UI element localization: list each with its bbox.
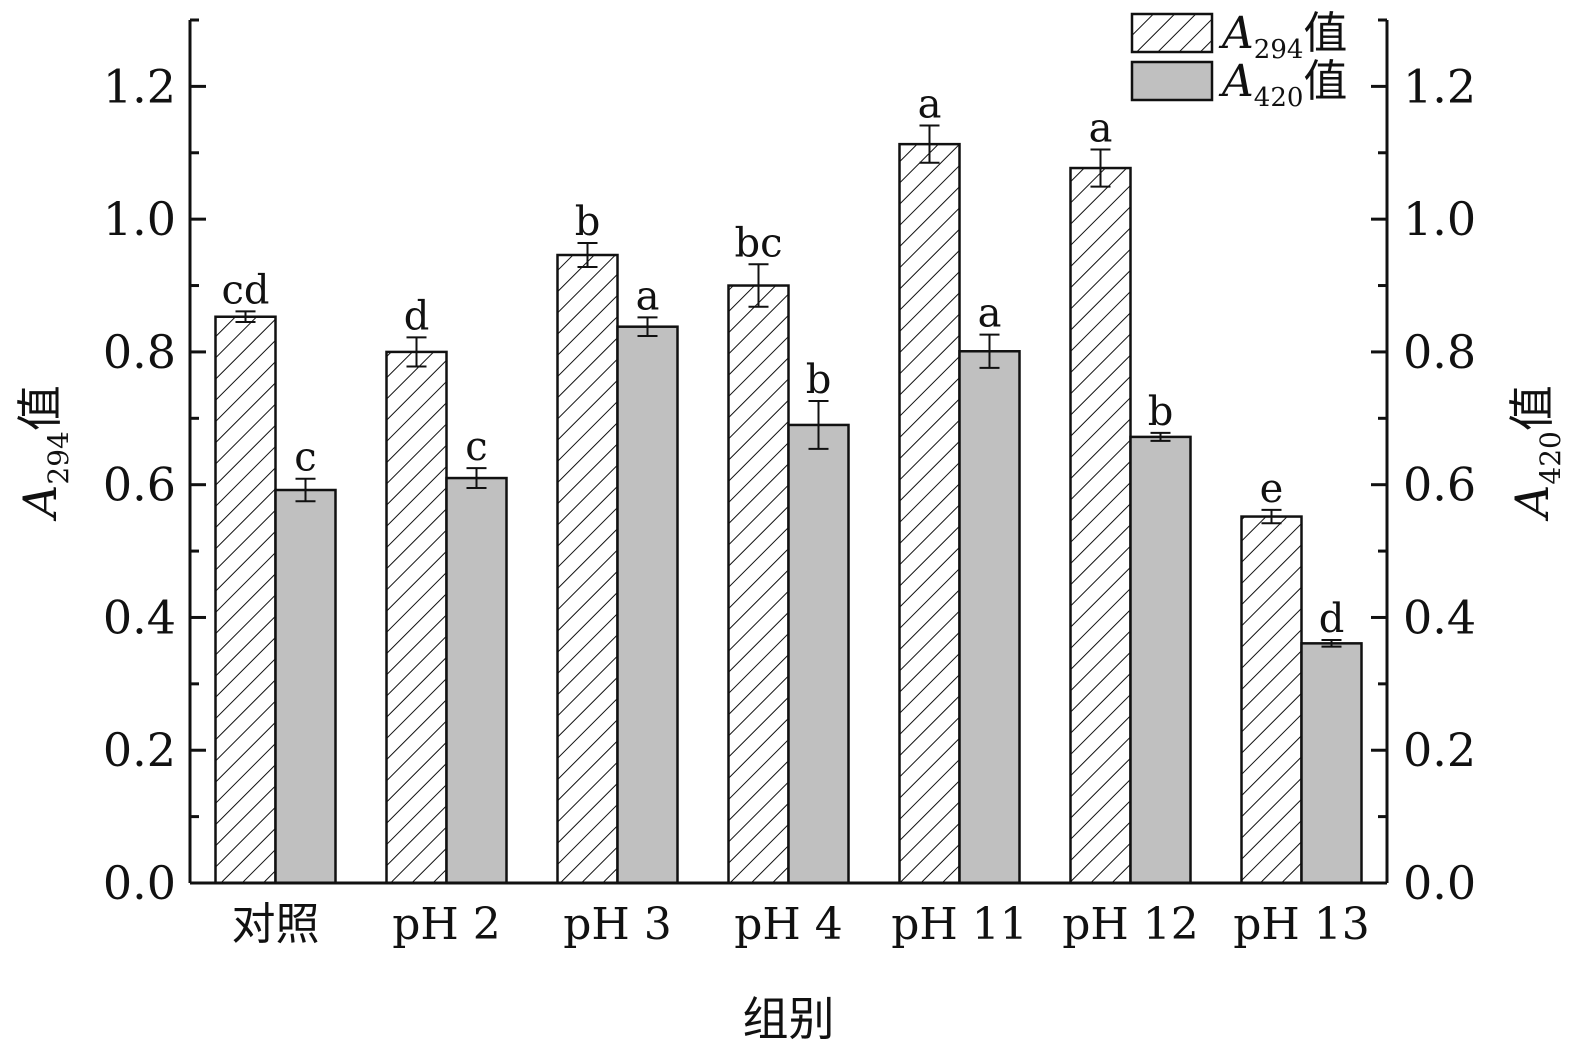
legend-label-suffix: 值 [1303, 56, 1347, 107]
bar-294-1 [385, 350, 448, 885]
legend-label-294: A294值 [1218, 8, 1347, 65]
right-tick-label: 0.4 [1403, 590, 1476, 644]
legend-label-sub: 294 [1254, 35, 1304, 65]
bar-420-3 [787, 423, 850, 885]
right-tick-label: 1.0 [1403, 192, 1476, 246]
significance-label: a [918, 82, 942, 128]
significance-label: a [636, 273, 660, 319]
bar-420-1 [445, 476, 508, 885]
significance-label: a [1089, 105, 1113, 151]
legend-label-main: A [1218, 56, 1254, 107]
bar-420-5 [1129, 435, 1192, 885]
significance-label: bc [734, 220, 782, 266]
bar-294-2 [556, 253, 619, 885]
bar-294-4 [898, 142, 961, 885]
right-axis-title-text: A420值 [1505, 385, 1567, 522]
x-tick-label: pH 13 [1233, 899, 1370, 950]
bar-420-4 [958, 350, 1021, 885]
right-tick-label: 0.0 [1403, 856, 1476, 910]
bar-420-2 [616, 325, 679, 885]
bar-420-6 [1300, 642, 1363, 885]
left-tick-label: 0.0 [103, 856, 176, 910]
significance-label: cd [221, 267, 269, 313]
legend-swatch-420 [1130, 60, 1214, 102]
significance-label: e [1260, 466, 1284, 512]
right-tick-label: 0.2 [1403, 723, 1476, 777]
bar-420-0 [274, 488, 337, 885]
left-tick-label: 0.2 [103, 723, 176, 777]
x-tick-label: pH 11 [891, 899, 1028, 950]
left-axis-title-suffix: 值 [13, 385, 67, 431]
legend-swatch-294 [1130, 12, 1214, 54]
x-tick-label: pH 12 [1062, 899, 1199, 950]
left-axis-title-text: A294值 [13, 385, 75, 522]
significance-label: a [978, 291, 1002, 337]
significance-label: c [294, 435, 316, 481]
right-axis-title-main: A [1505, 485, 1559, 522]
right-tick-label: 0.6 [1403, 458, 1476, 512]
x-tick-label: pH 4 [734, 899, 843, 950]
left-axis-title: A294值 [13, 385, 75, 522]
left-tick-label: 1.2 [103, 59, 176, 113]
significance-label: d [404, 293, 430, 339]
left-tick-label: 0.6 [103, 458, 176, 512]
left-axis-title-sub: 294 [42, 431, 75, 484]
bar-294-5 [1069, 166, 1132, 885]
bar-294-3 [727, 284, 790, 885]
significance-label: b [575, 199, 601, 245]
right-axis-title-suffix: 值 [1505, 385, 1559, 431]
x-tick-label: pH 2 [392, 899, 501, 950]
left-tick-label: 0.4 [103, 590, 176, 644]
legend-label-main: A [1218, 8, 1254, 59]
left-tick-label: 1.0 [103, 192, 176, 246]
x-tick-label: pH 3 [563, 899, 672, 950]
right-tick-label: 1.2 [1403, 59, 1476, 113]
significance-label: b [1148, 389, 1174, 435]
significance-label: d [1319, 596, 1345, 642]
legend-label-suffix: 值 [1303, 8, 1347, 59]
significance-label: b [806, 357, 832, 403]
left-tick-label: 0.8 [103, 325, 176, 379]
right-tick-label: 0.8 [1403, 325, 1476, 379]
legend-label-sub: 420 [1254, 83, 1304, 113]
x-axis-title: 组别 [743, 992, 835, 1046]
right-axis-title: A420值 [1505, 385, 1567, 522]
right-axis-title-sub: 420 [1534, 431, 1567, 484]
left-axis-title-main: A [13, 485, 67, 522]
significance-label: c [465, 424, 487, 470]
bar-294-6 [1240, 515, 1303, 885]
x-tick-label: 对照 [232, 899, 320, 950]
bar-294-0 [214, 315, 277, 885]
legend-label-420: A420值 [1218, 56, 1347, 113]
